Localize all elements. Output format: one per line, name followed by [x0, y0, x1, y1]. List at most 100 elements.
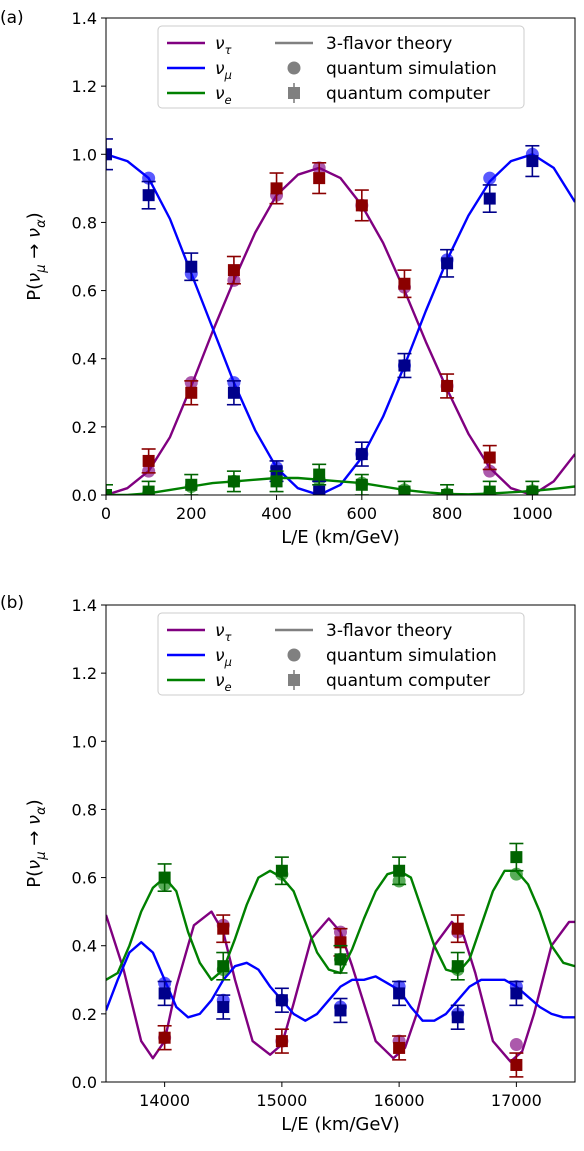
computer-point [313, 485, 326, 495]
computer-point [441, 489, 454, 495]
computer-point [451, 922, 464, 935]
x-axis-label: L/E (km/GeV) [281, 1114, 400, 1135]
plot-area: 0.0 0.2 0.4 0.6 0.8 1.0 1.2 1.4 0 200 400 600 800 100… [24, 9, 576, 523]
computer-point [398, 485, 411, 495]
computer-point [158, 1031, 171, 1044]
x-tick-label: 1000 [512, 504, 553, 523]
legend-computer-swatch [288, 674, 300, 686]
computer-point [270, 182, 283, 195]
legend-simulation-swatch [287, 61, 301, 75]
x-tick-label: 400 [261, 504, 292, 523]
computer-point [217, 922, 230, 935]
y-tick-label: 0.6 [72, 869, 97, 888]
simulation-point [509, 1038, 523, 1052]
computer-point [142, 485, 155, 495]
y-tick-label: 0.8 [72, 213, 97, 232]
computer-point [510, 851, 523, 864]
computer-point [275, 994, 288, 1007]
computer-point [142, 454, 155, 467]
computer-point [275, 1035, 288, 1048]
legend-label: quantum simulation [326, 59, 497, 79]
y-tick-label: 1.2 [72, 664, 97, 683]
computer-point [441, 379, 454, 392]
computer-point [355, 448, 368, 461]
y-axis-label: P(νμ → να) [24, 212, 49, 300]
axes-frame [105, 604, 576, 1083]
y-tick-label: 0.0 [72, 1073, 97, 1092]
legend-label: quantum computer [326, 84, 490, 104]
y-tick-label: 1.4 [72, 9, 97, 28]
legend-label: quantum computer [326, 671, 490, 691]
x-tick-label: 800 [432, 504, 463, 523]
x-tick-label: 16000 [374, 1091, 425, 1110]
axes-frame [105, 17, 576, 496]
legend-label: quantum simulation [326, 646, 497, 666]
computer-point [106, 489, 112, 495]
computer-point [217, 1001, 230, 1014]
computer-point [451, 1011, 464, 1024]
computer-point [185, 260, 198, 273]
computer-point [483, 485, 496, 495]
y-tick-label: 0.6 [72, 282, 97, 301]
computer-point [270, 475, 283, 488]
legend-box [157, 612, 525, 696]
computer-point [441, 257, 454, 270]
legend-simulation-swatch [287, 648, 301, 662]
x-tick-label: 600 [347, 504, 378, 523]
panel-label: (b) [0, 593, 24, 613]
computer-point [510, 1058, 523, 1071]
x-tick-label: 15000 [256, 1091, 307, 1110]
y-tick-label: 1.0 [72, 145, 97, 164]
legend-box [157, 25, 525, 109]
computer-point [393, 864, 406, 877]
data-layer [106, 138, 575, 495]
y-tick-label: 1.4 [72, 596, 97, 615]
computer-point [393, 1041, 406, 1054]
legend-computer-swatch [288, 87, 300, 99]
y-tick-label: 1.2 [72, 77, 97, 96]
theory-line [106, 941, 575, 1022]
computer-point [510, 987, 523, 1000]
computer-point [398, 359, 411, 372]
computer-point [355, 199, 368, 212]
computer-point [313, 468, 326, 481]
y-axis-label: P(νμ → να) [24, 799, 49, 887]
y-tick-label: 0.2 [72, 1005, 97, 1024]
computer-point [393, 987, 406, 1000]
y-tick-label: 0.4 [72, 937, 97, 956]
x-tick-label: 17000 [491, 1091, 542, 1110]
panel-label: (a) [0, 8, 24, 28]
y-tick-label: 0.8 [72, 800, 97, 819]
computer-point [185, 478, 198, 491]
computer-point [275, 864, 288, 877]
computer-point [142, 189, 155, 202]
computer-point [158, 987, 171, 1000]
x-axis-label: L/E (km/GeV) [281, 527, 400, 548]
computer-point [398, 277, 411, 290]
theory-line [106, 476, 575, 495]
simulation-point [483, 171, 497, 185]
computer-point [217, 960, 230, 973]
computer-point [227, 475, 240, 488]
computer-point [526, 155, 539, 168]
data-layer [106, 842, 575, 1078]
theory-line [106, 166, 575, 495]
computer-point [106, 148, 112, 161]
y-tick-label: 0.0 [72, 486, 97, 505]
computer-point [526, 485, 539, 495]
computer-point [185, 386, 198, 399]
panel-b: (b) 0.0 0.2 0.4 0.6 0.8 1.0 1.2 1.4 14000 15000 16… [0, 593, 576, 1135]
x-tick-label: 200 [176, 504, 207, 523]
theory-line [106, 153, 575, 495]
computer-point [158, 871, 171, 884]
computer-point [334, 953, 347, 966]
computer-point [313, 172, 326, 185]
legend-label: 3-flavor theory [326, 34, 452, 54]
computer-point [227, 386, 240, 399]
y-tick-label: 0.2 [72, 418, 97, 437]
panel-a: (a) 0.0 0.2 0.4 0.6 0.8 1.0 1.2 1.4 0 200 400 600 80… [0, 8, 576, 548]
computer-point [355, 478, 368, 491]
x-tick-label: 14000 [139, 1091, 190, 1110]
computer-point [483, 451, 496, 464]
x-tick-label: 0 [101, 504, 111, 523]
